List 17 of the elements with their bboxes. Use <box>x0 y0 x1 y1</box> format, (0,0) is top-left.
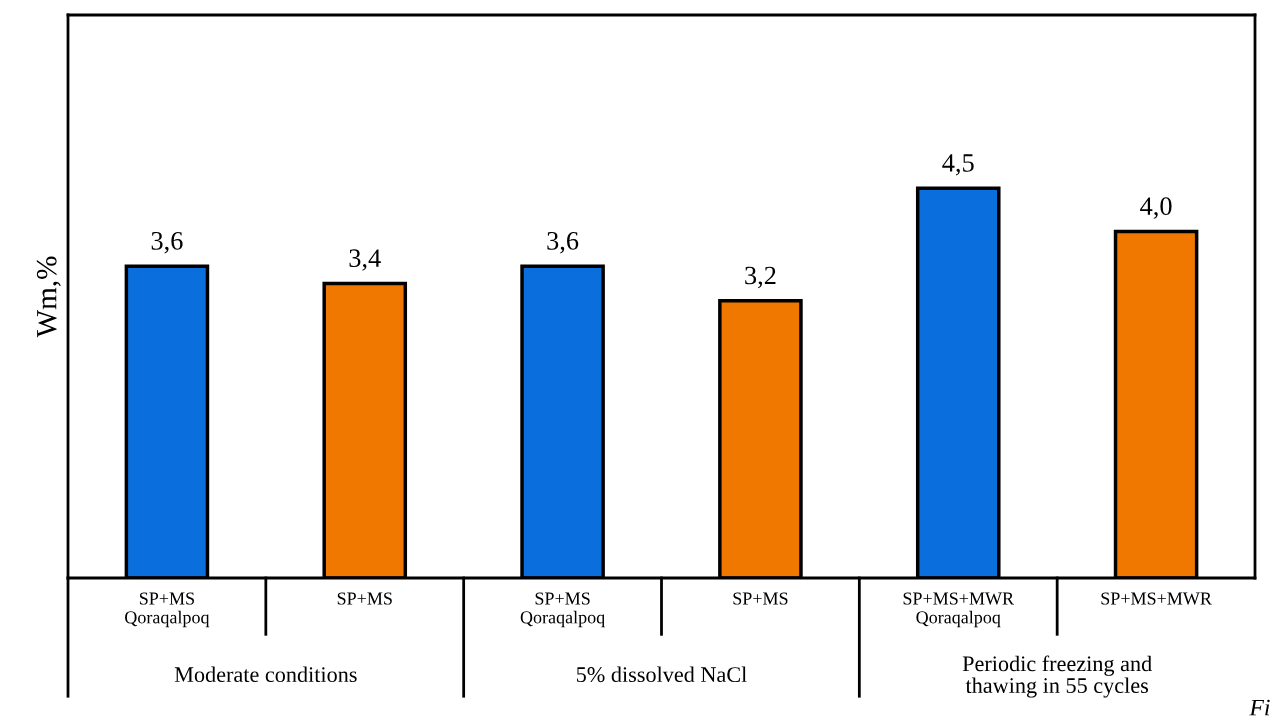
text: Moderate conditions <box>174 666 357 683</box>
text: 5% dissolved NaCl <box>576 666 747 683</box>
x-tick-label: SP+MS+MWR Qoraqalpoq <box>903 592 1015 628</box>
text: Periodic freezing and thawing in 55 cycles <box>962 655 1152 698</box>
x-tick-label: SP+MS+MWR <box>1101 592 1212 605</box>
data-label: 3,2 <box>745 266 776 289</box>
x-tick-label: SP+MS Qoraqalpoq <box>520 592 605 628</box>
data-label: 4,0 <box>1140 197 1172 219</box>
y-axis-title: Wm,% <box>36 256 61 338</box>
data-label: 3,6 <box>151 231 183 254</box>
x-tick-label: SP+MS Qoraqalpoq <box>125 592 210 628</box>
data-label: 3,6 <box>547 231 579 254</box>
data-label: 3,4 <box>349 249 381 271</box>
text: Fi <box>1249 699 1270 716</box>
data-label: 4,5 <box>942 154 974 176</box>
x-tick-label: SP+MS <box>337 592 392 605</box>
x-tick-label: SP+MS <box>733 592 788 605</box>
